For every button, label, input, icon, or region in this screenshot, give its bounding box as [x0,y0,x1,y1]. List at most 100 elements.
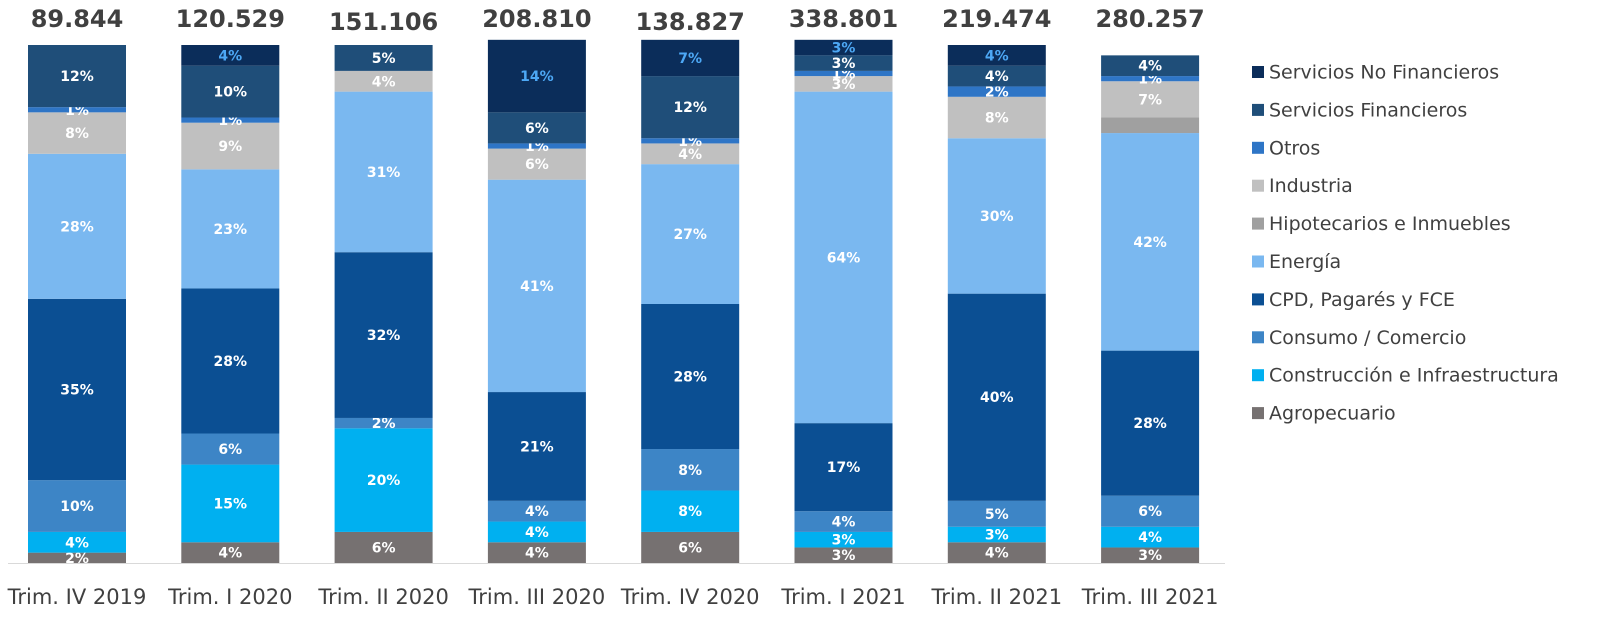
bar-segment [1101,76,1200,82]
bar-segment [28,480,126,532]
bar-segment [947,45,1046,66]
legend-swatch [1252,369,1264,382]
bar-segment [947,526,1046,543]
bar-segment [794,76,893,92]
data-label: 7% [1138,92,1162,108]
bar-segment [28,153,126,299]
data-label: 28% [1133,416,1167,432]
data-label: 23% [214,222,248,238]
legend-swatch [1252,293,1264,306]
bar-segment [794,511,893,532]
data-label: 8% [985,111,1009,127]
data-label: 14% [520,69,554,85]
data-label: 42% [1133,235,1167,251]
bar-segment [641,304,740,450]
data-label: 28% [214,354,248,370]
bar-segment [28,45,126,108]
bar-segment [794,547,893,563]
total-label: 89.844 [31,5,124,33]
legend-swatch [1252,407,1264,420]
data-label: 4% [525,546,549,562]
bar-segment [1101,526,1200,548]
legend-label: Consumo / Comercio [1269,327,1466,349]
data-label: 6% [218,442,242,458]
x-tick-label: Trim. II 2021 [931,585,1063,609]
bar-segment [181,65,280,118]
data-label: 3% [832,77,856,93]
bar-segment [487,39,586,113]
total-label: 120.529 [176,5,285,33]
data-label: 4% [1138,530,1162,546]
legend-label: Industria [1269,175,1353,197]
bar-segment [487,392,586,501]
data-label: 9% [218,139,242,155]
legend-label: Otros [1269,137,1320,159]
bar-segment [794,91,893,424]
bar-segment [794,70,893,77]
bar-segment [181,117,280,123]
data-label: 6% [525,157,549,173]
bar-segment [947,65,1046,87]
x-tick-label: Trim. I 2020 [167,585,292,609]
bar-segment [28,531,126,553]
data-label: 8% [678,504,702,520]
data-label: 12% [60,69,94,85]
total-label: 151.106 [329,8,438,36]
data-label: 6% [678,540,702,556]
data-label: 4% [985,546,1009,562]
bar-segment [487,500,586,522]
data-label: 5% [372,51,396,67]
legend-swatch [1252,331,1264,344]
data-label: 4% [678,147,702,163]
x-tick-label: Trim. III 2021 [1081,585,1219,609]
bar-segment [1101,495,1200,527]
bar-segment [641,449,740,491]
data-label: 8% [65,126,89,142]
legend-swatch [1252,103,1264,116]
legend-swatch [1252,141,1264,154]
data-label: 6% [372,540,396,556]
legend-label: CPD, Pagarés y FCE [1269,289,1455,311]
bar-segment [1101,117,1200,134]
bar-segment [794,39,893,56]
data-label: 4% [372,74,396,90]
data-label: 3% [832,56,856,72]
bar-segment [487,521,586,543]
bar-segment [641,164,740,304]
bar-segment [181,169,280,289]
bar-segment [794,423,893,512]
data-label: 28% [60,219,94,235]
data-label: 3% [832,548,856,564]
data-label: 10% [60,499,94,515]
data-label: 28% [673,370,707,386]
data-label: 4% [1138,59,1162,75]
bar-segment [334,428,433,532]
data-label: 31% [367,165,401,181]
bar-segment [1101,350,1200,496]
data-label: 17% [827,460,861,476]
legend-swatch [1252,179,1264,192]
data-label: 4% [525,525,549,541]
bar-segment [947,96,1046,139]
legend-swatch [1252,217,1264,230]
data-label: 27% [673,227,707,243]
total-label: 138.827 [636,8,745,36]
bar-segment [181,542,280,563]
bar-segment [947,138,1046,294]
bar-segment [181,464,280,543]
data-label: 3% [1138,548,1162,564]
bar-segment [1101,81,1200,118]
data-label: 8% [678,463,702,479]
data-label: 2% [65,551,89,567]
legend-label: Servicios No Financieros [1269,62,1499,84]
x-tick-label: Trim. II 2020 [317,585,449,609]
data-label: 3% [985,528,1009,544]
legend-label: Energía [1269,251,1341,273]
bar-segment [334,531,433,563]
bar-segment [947,542,1046,563]
data-label: 10% [214,85,248,101]
total-label: 280.257 [1095,5,1204,33]
data-label: 3% [832,533,856,549]
bar-segment [947,500,1046,527]
